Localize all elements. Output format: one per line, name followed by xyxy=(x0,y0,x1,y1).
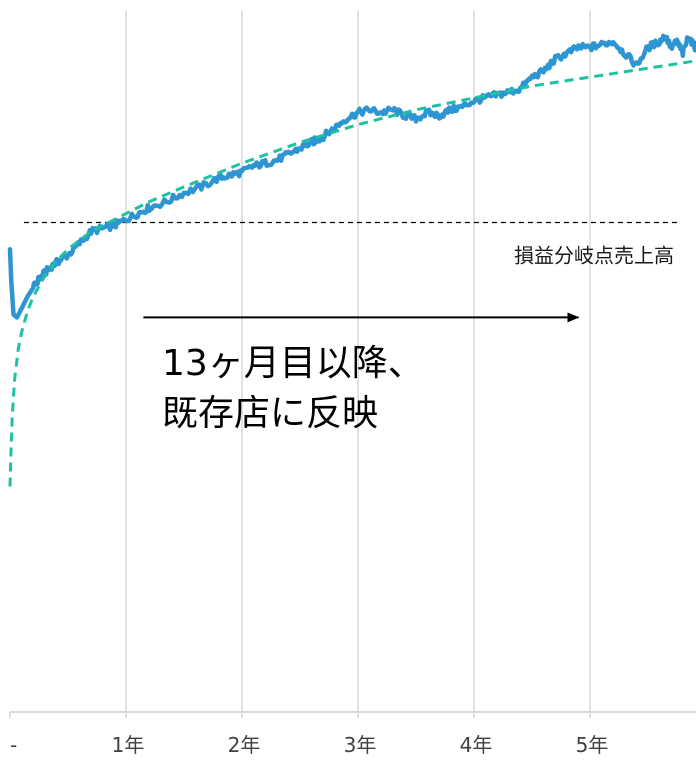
grid-layer xyxy=(125,10,591,712)
series-line-actual xyxy=(7,33,696,320)
annotation-layer: 13ヶ月目以降、既存店に反映 xyxy=(143,312,580,434)
x-tick-label-3: 3年 xyxy=(344,733,377,757)
break-even-label: 損益分岐点売上高 xyxy=(514,244,674,268)
annotation-text-line-1: 既存店に反映 xyxy=(162,393,378,434)
axis-layer: - 1年 2年 3年 4年 5年 xyxy=(9,711,696,757)
series-line-trend xyxy=(8,59,696,487)
annotation-text-line-0: 13ヶ月目以降、 xyxy=(162,343,424,384)
x-tick-label-5: 5年 xyxy=(576,733,609,757)
x-tick-label-4: 4年 xyxy=(460,733,493,757)
x-tick-label-0: - xyxy=(10,733,17,757)
series-layer xyxy=(7,33,696,487)
x-tick-label-2: 2年 xyxy=(228,733,261,757)
reference-layer: 損益分岐点売上高 xyxy=(23,221,677,268)
x-tick-label-1: 1年 xyxy=(112,733,145,757)
